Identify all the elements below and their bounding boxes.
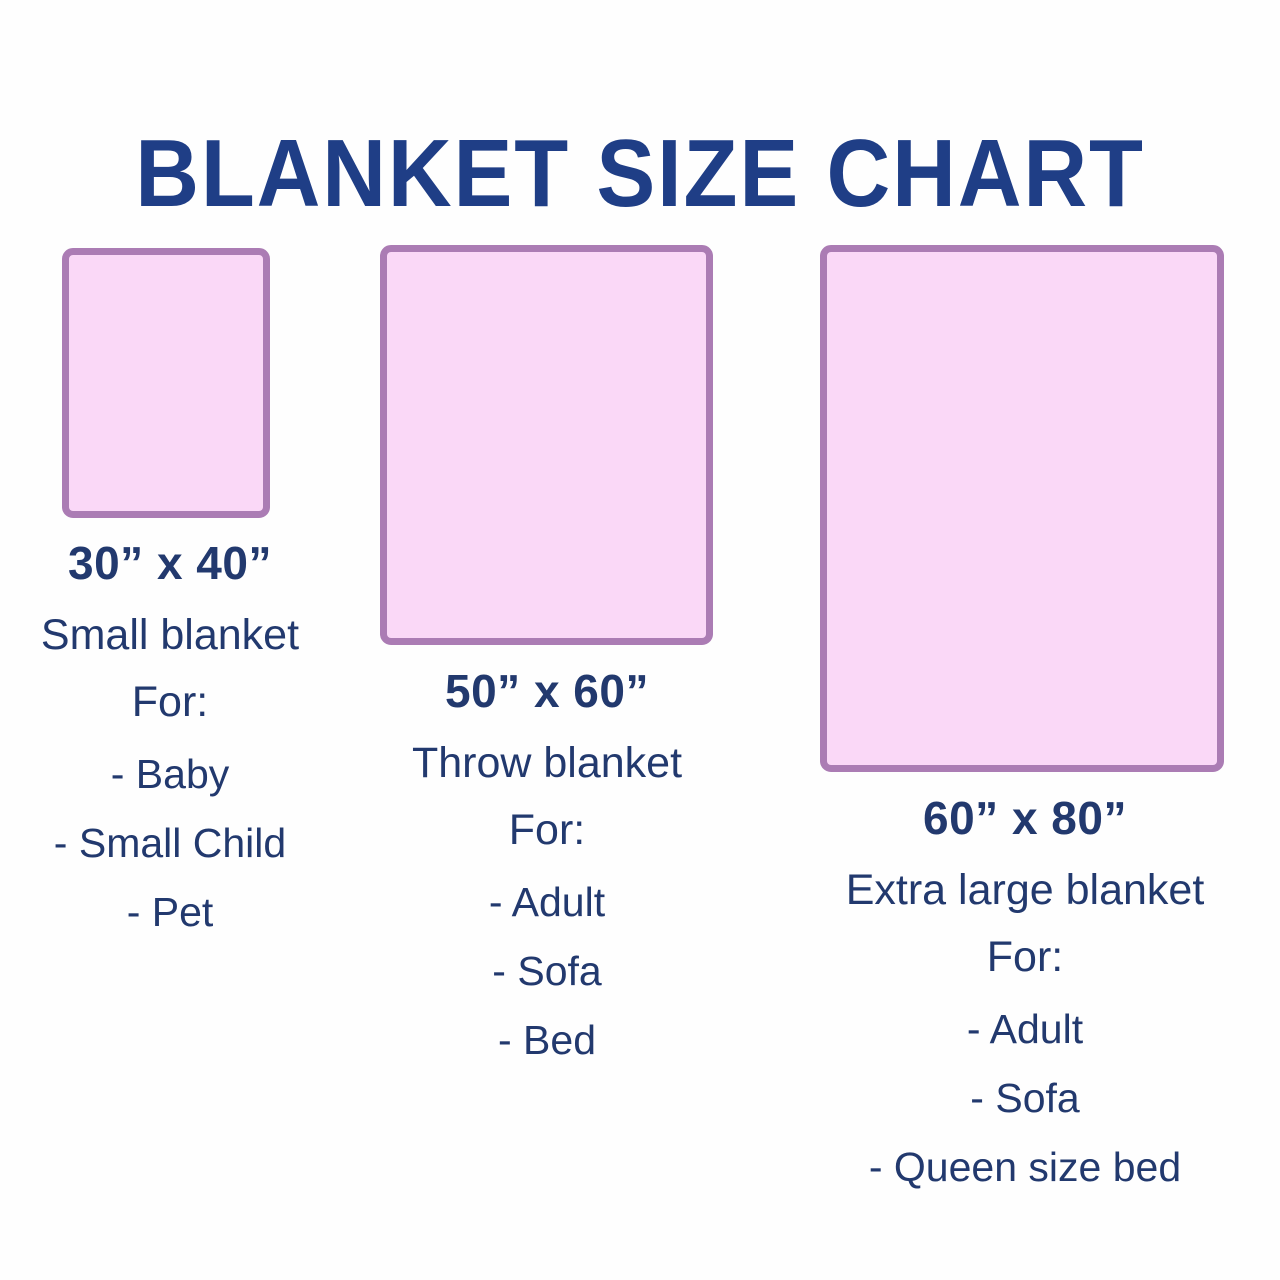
use-list-throw: - Adult - Sofa - Bed: [358, 882, 736, 1061]
blanket-name-throw: Throw blanket: [411, 739, 683, 787]
list-item: - Adult: [488, 879, 606, 925]
size-column-throw: 50” x 60” Throw blanket For: - Adult - S…: [358, 0, 736, 1280]
size-info-small: 30” x 40” Small blanket For: - Baby - Sm…: [0, 540, 340, 933]
list-item: - Baby: [110, 751, 230, 797]
for-label-small: For:: [131, 678, 209, 726]
list-item: - Queen size bed: [868, 1144, 1182, 1190]
for-label-extra-large: For:: [986, 933, 1064, 981]
blanket-swatch-extra-large: [820, 245, 1224, 772]
list-item: - Adult: [966, 1006, 1084, 1052]
size-info-throw: 50” x 60” Throw blanket For: - Adult - S…: [358, 668, 736, 1061]
dimension-label-small: 30” x 40”: [68, 537, 272, 589]
list-item: - Sofa: [492, 948, 602, 994]
blanket-swatch-small: [62, 248, 270, 518]
blanket-name-extra-large: Extra large blanket: [845, 866, 1205, 914]
blanket-swatch-throw: [380, 245, 713, 645]
blanket-name-small: Small blanket: [40, 611, 300, 659]
for-label-throw: For:: [508, 806, 586, 854]
list-item: - Small Child: [53, 820, 287, 866]
use-list-extra-large: - Adult - Sofa - Queen size bed: [775, 1009, 1275, 1188]
list-item: - Sofa: [970, 1075, 1080, 1121]
list-item: - Bed: [498, 1017, 596, 1063]
use-list-small: - Baby - Small Child - Pet: [0, 754, 340, 933]
dimension-label-extra-large: 60” x 80”: [923, 792, 1127, 844]
size-info-extra-large: 60” x 80” Extra large blanket For: - Adu…: [775, 795, 1275, 1188]
size-column-extra-large: 60” x 80” Extra large blanket For: - Adu…: [775, 0, 1275, 1280]
dimension-label-throw: 50” x 60”: [445, 665, 649, 717]
page-title: BLANKET SIZE CHART: [135, 120, 1145, 228]
list-item: - Pet: [126, 889, 214, 935]
size-column-small: 30” x 40” Small blanket For: - Baby - Sm…: [0, 0, 340, 1280]
